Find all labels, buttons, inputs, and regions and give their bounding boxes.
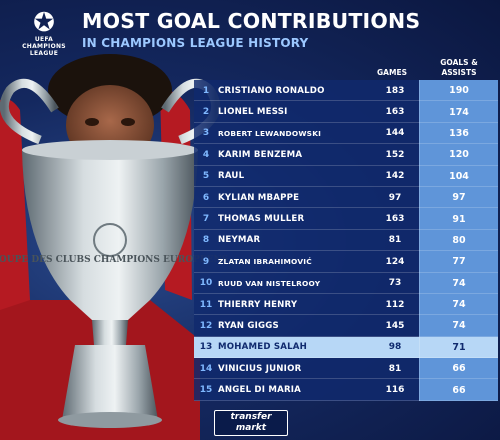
ranking-table: 1 CRISTIANO RONALDO 183 190 2 LIONEL MESSI 163… [194,80,498,402]
page-title: MOST GOAL CONTRIBUTIONS [82,9,421,33]
goals-assists-cell: 136 [419,122,498,145]
player-name-cell: ZLATAN IBRAHIMOVIĆ [218,257,312,267]
column-header-games: GAMES [377,68,407,77]
rank-cell: 5 [202,171,210,182]
goals-assists-cell: 97 [419,186,498,209]
goals-assists-cell: 120 [419,144,498,166]
player-name-cell: THIERRY HENRY [218,299,298,310]
games-cell: 144 [385,128,405,139]
player-name-cell: KARIM BENZEMA [218,149,303,160]
transfermarkt-logo: transfer markt [214,410,288,436]
player-name-cell: RYAN GIGGS [218,320,279,331]
games-cell: 98 [388,342,402,353]
goals-assists-cell: 66 [419,379,498,401]
player-name-cell: NEYMAR [218,235,261,246]
goals-assists-cell: 74 [419,293,498,316]
player-name-cell: RUUD VAN NISTELROOY [218,278,321,288]
table-row: 5 RAÚL 142 104 [194,165,498,188]
table-row: 13 MOHAMED SALAH 98 71 [194,336,498,359]
games-cell: 73 [388,278,402,289]
trophy-engraving: COUPE DES CLUBS CHAMPIONS EUROPEENS [0,255,228,265]
rank-cell: 1 [202,85,210,96]
goals-assists-cell: 190 [419,80,498,102]
goals-assists-cell: 77 [419,251,498,273]
table-row: 8 NEYMAR 81 80 [194,229,498,252]
brand-line-1: transfer [230,412,272,422]
games-cell: 183 [385,85,405,96]
table-row: 10 RUUD VAN NISTELROOY 73 74 [194,272,498,295]
games-cell: 81 [388,363,402,374]
games-cell: 142 [385,171,405,182]
table-row: 11 THIERRY HENRY 112 74 [194,293,498,316]
player-name-cell: MOHAMED SALAH [218,342,308,353]
logo-line-3: LEAGUE [29,50,59,57]
table-row: 4 KARIM BENZEMA 152 120 [194,144,498,166]
games-cell: 145 [385,320,405,331]
table-row: 9 ZLATAN IBRAHIMOVIĆ 124 77 [194,251,498,273]
page-subtitle: IN CHAMPIONS LEAGUE HISTORY [82,36,309,50]
table-row: 1 CRISTIANO RONALDO 183 190 [194,80,498,102]
player-name-cell: RAÚL [218,171,245,182]
goals-assists-cell: 80 [419,229,498,252]
games-cell: 97 [388,192,402,203]
rank-cell: 11 [199,299,213,310]
player-name-cell: LIONEL MESSI [218,107,288,118]
table-row: 7 THOMAS MÜLLER 163 91 [194,208,498,231]
rank-cell: 6 [202,192,210,203]
table-row: 12 RYAN GIGGS 145 74 [194,315,498,338]
table-row: 15 ÁNGEL DI MARÍA 116 66 [194,379,498,402]
rank-cell: 10 [199,278,213,289]
games-cell: 152 [385,149,405,160]
rank-cell: 13 [199,342,213,353]
rank-cell: 15 [199,385,213,396]
goals-assists-cell: 174 [419,101,498,123]
logo-line-2: CHAMPIONS [22,43,66,50]
games-cell: 112 [385,299,405,310]
rank-cell: 2 [202,107,210,118]
champions-league-logo: ✪ UEFA CHAMPIONS LEAGUE [14,10,74,57]
rank-cell: 14 [199,363,213,374]
rank-cell: 9 [202,256,210,267]
champions-league-starball-icon: ✪ [33,8,55,38]
rank-cell: 7 [202,214,210,225]
logo-line-1: UEFA [34,36,54,43]
player-name-cell: CRISTIANO RONALDO [218,85,325,96]
games-cell: 81 [388,235,402,246]
player-name-cell: VINICIUS JUNIOR [218,363,302,374]
goals-assists-cell: 104 [419,165,498,187]
games-cell: 116 [385,385,405,396]
goals-assists-cell: 66 [419,358,498,380]
table-row: 6 KYLIAN MBAPPÉ 97 97 [194,186,498,209]
games-cell: 163 [385,107,405,118]
table-row: 3 ROBERT LEWANDOWSKI 144 136 [194,122,498,145]
table-row: 2 LIONEL MESSI 163 174 [194,101,498,124]
rank-cell: 8 [202,235,210,246]
column-header-goals-assists-line2: ASSISTS [441,68,477,77]
player-name-cell: ÁNGEL DI MARÍA [218,385,302,396]
rank-cell: 3 [202,128,210,139]
rank-cell: 4 [202,149,210,160]
brand-line-2: markt [235,423,267,433]
column-header-goals-assists: GOALS & ASSISTS [420,58,498,78]
goals-assists-cell: 74 [419,315,498,337]
goals-assists-cell: 91 [419,208,498,230]
table-row: 14 VINICIUS JUNIOR 81 66 [194,358,498,380]
column-header-goals-assists-line1: GOALS & [440,58,478,67]
player-name-cell: THOMAS MÜLLER [218,214,305,225]
player-name-cell: ROBERT LEWANDOWSKI [218,128,322,138]
goals-assists-cell: 74 [419,272,498,294]
games-cell: 163 [385,214,405,225]
player-name-cell: KYLIAN MBAPPÉ [218,192,300,203]
rank-cell: 12 [199,320,213,331]
goals-assists-cell: 71 [419,336,498,359]
games-cell: 124 [385,256,405,267]
